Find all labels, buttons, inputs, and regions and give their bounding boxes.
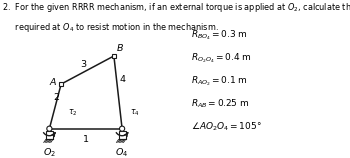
Text: 1: 1 (83, 135, 89, 144)
Text: $\tau_4$: $\tau_4$ (130, 108, 139, 118)
Text: 2: 2 (53, 93, 59, 102)
Text: $R_{AO_2} = 0.1$ m: $R_{AO_2} = 0.1$ m (191, 74, 248, 88)
Text: 4: 4 (120, 75, 126, 84)
Text: required at $O_4$ to resist motion in the mechanism.: required at $O_4$ to resist motion in th… (2, 21, 218, 33)
Bar (119, 131, 126, 140)
Text: $R_{AB} = 0.25$ m: $R_{AB} = 0.25$ m (191, 97, 249, 110)
Text: $\tau_2$: $\tau_2$ (68, 108, 77, 118)
Circle shape (119, 126, 125, 131)
Text: 3: 3 (80, 60, 86, 69)
Text: $R_{BO_4} = 0.3$ m: $R_{BO_4} = 0.3$ m (191, 28, 248, 42)
Text: $B$: $B$ (116, 42, 124, 53)
Bar (112, 54, 116, 58)
Text: $O_2$: $O_2$ (43, 147, 56, 158)
Text: 2.  For the given RRRR mechanism, if an external torque is applied at $O_2$, cal: 2. For the given RRRR mechanism, if an e… (2, 1, 350, 14)
Bar (59, 82, 63, 86)
Text: $R_{O_2O_4} = 0.4$ m: $R_{O_2O_4} = 0.4$ m (191, 51, 251, 65)
Circle shape (47, 126, 52, 131)
Text: $A$: $A$ (49, 76, 57, 87)
Bar (46, 131, 53, 140)
Text: $O_4$: $O_4$ (116, 147, 129, 158)
Text: $\angle AO_2O_4 = 105°$: $\angle AO_2O_4 = 105°$ (191, 120, 261, 133)
